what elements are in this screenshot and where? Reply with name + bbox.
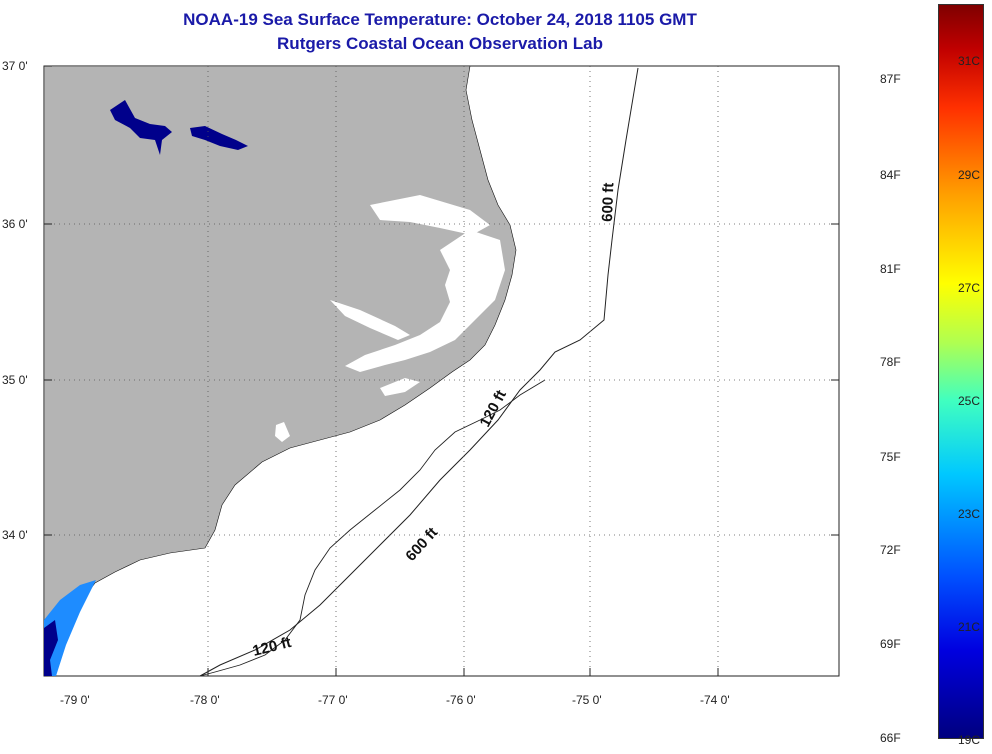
nearshore-water bbox=[44, 580, 96, 676]
fahrenheit-label: 78F bbox=[880, 355, 901, 369]
fahrenheit-label: 81F bbox=[880, 262, 901, 276]
lat-label: 36 0' bbox=[2, 217, 28, 231]
pamlico-sound bbox=[345, 230, 505, 372]
fahrenheit-label: 69F bbox=[880, 637, 901, 651]
contour-label: 600 ft bbox=[599, 182, 617, 222]
fahrenheit-label: 84F bbox=[880, 168, 901, 182]
lon-label: -74 0' bbox=[700, 693, 730, 707]
lon-label: -77 0' bbox=[318, 693, 348, 707]
fahrenheit-label: 66F bbox=[880, 731, 901, 745]
albemarle-sound bbox=[370, 195, 490, 235]
fahrenheit-label: 72F bbox=[880, 543, 901, 557]
celsius-label: 21C bbox=[958, 620, 981, 634]
celsius-label: 29C bbox=[958, 168, 981, 182]
contour-600ft bbox=[199, 67, 639, 677]
lon-label: -78 0' bbox=[190, 693, 220, 707]
lon-label: -76 0' bbox=[446, 693, 476, 707]
axis-ticks bbox=[44, 65, 839, 676]
chart-title: NOAA-19 Sea Surface Temperature: October… bbox=[183, 10, 697, 29]
celsius-label: 23C bbox=[958, 507, 981, 521]
temperature-colorbar bbox=[938, 4, 984, 739]
nearshore-cold bbox=[44, 620, 58, 676]
chart-subtitle: Rutgers Coastal Ocean Observation Lab bbox=[277, 34, 603, 53]
cold-lake-1 bbox=[110, 100, 172, 155]
cold-lake-2 bbox=[190, 126, 248, 150]
lon-label: -79 0' bbox=[60, 693, 90, 707]
fahrenheit-label: 75F bbox=[880, 450, 901, 464]
celsius-label: 19C bbox=[958, 733, 981, 747]
fahrenheit-label: 87F bbox=[880, 72, 901, 86]
contour-120ft bbox=[199, 379, 546, 677]
celsius-label: 25C bbox=[958, 394, 981, 408]
celsius-label: 27C bbox=[958, 281, 981, 295]
celsius-label: 31C bbox=[958, 54, 981, 68]
map-grid bbox=[44, 66, 839, 676]
pamlico-river bbox=[380, 378, 420, 396]
lat-label: 35 0' bbox=[2, 373, 28, 387]
lat-label: 34 0' bbox=[2, 528, 28, 542]
lon-label: -75 0' bbox=[572, 693, 602, 707]
lat-label: 37 0' bbox=[2, 59, 28, 73]
small-inlet bbox=[275, 422, 290, 442]
neuse-river bbox=[330, 300, 410, 340]
